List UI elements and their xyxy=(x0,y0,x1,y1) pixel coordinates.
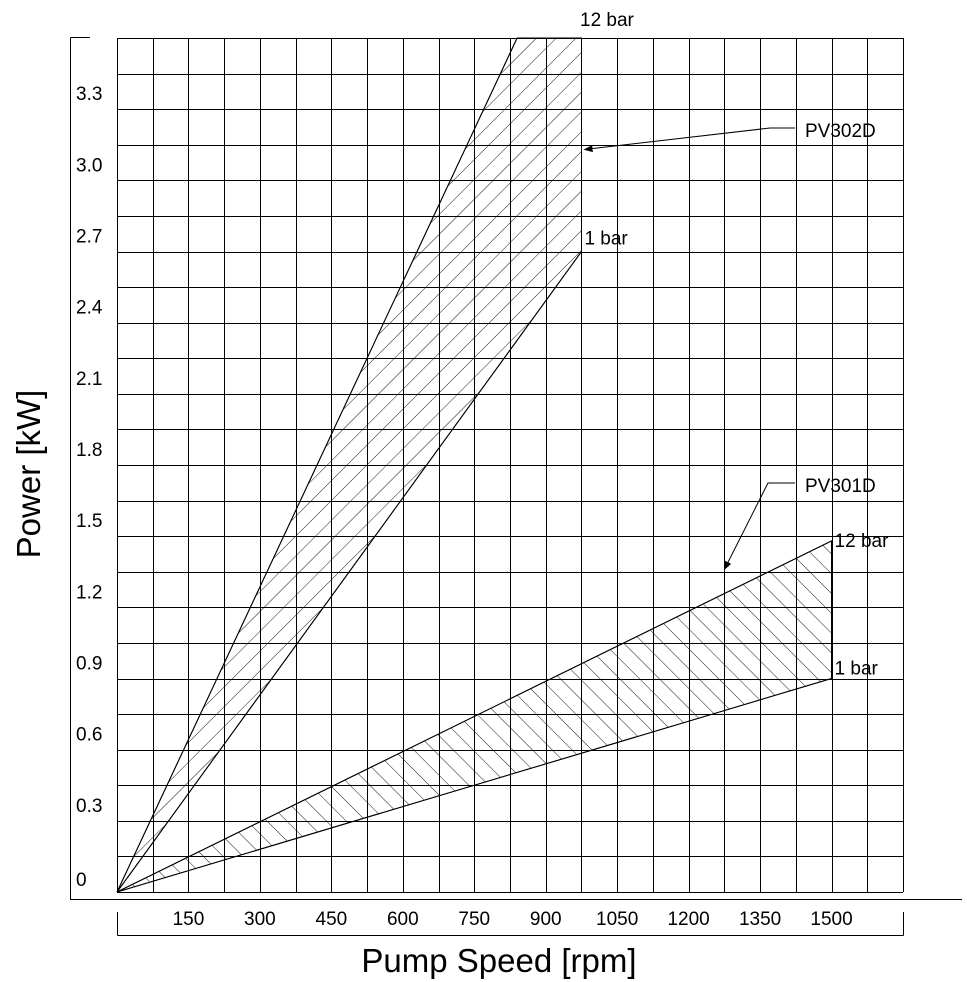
x-tick-label: 1050 xyxy=(596,909,638,930)
label-pv302d-12bar: 12 bar xyxy=(580,10,635,31)
label-pv301d-12bar: 12 bar xyxy=(835,531,890,552)
y-tick-labels: 0 0.3 0.6 0.9 1.2 1.5 1.8 2.1 2.4 2.7 3.0 3.3 xyxy=(76,84,103,891)
curve-pv302d-upper xyxy=(116,37,582,893)
y-tick-label: 0.3 xyxy=(76,796,102,817)
y-tick-label: 2.4 xyxy=(76,298,103,319)
curve-pv301d-lower xyxy=(116,678,832,893)
label-pv302d-1bar: 1 bar xyxy=(584,229,628,250)
y-axis-title: Power [kW] xyxy=(10,390,47,559)
x-axis-title: Pump Speed [rpm] xyxy=(361,942,636,979)
y-tick-label: 3.0 xyxy=(76,155,102,176)
x-tick-labels: 150 300 450 600 750 900 1050 1200 1350 1500 xyxy=(173,909,853,930)
bands xyxy=(116,37,832,893)
label-pv301d: PV301D xyxy=(805,476,876,497)
y-tick-label: 3.3 xyxy=(76,84,102,105)
y-tick-label: 2.7 xyxy=(76,227,102,248)
y-tick-label: 2.1 xyxy=(76,369,102,390)
x-tick-label: 1350 xyxy=(739,909,781,930)
x-tick-label: 300 xyxy=(244,909,276,930)
y-tick-label: 0 xyxy=(76,870,87,891)
y-tick-label: 1.2 xyxy=(76,582,102,603)
x-tick-label: 150 xyxy=(173,909,205,930)
y-tick-label: 1.5 xyxy=(76,511,102,532)
curve-pv301d-upper xyxy=(116,540,832,893)
y-tick-label: 0.6 xyxy=(76,725,102,746)
curve-pv302d-lower xyxy=(116,251,582,893)
label-pv301d-1bar: 1 bar xyxy=(835,659,879,680)
x-tick-label: 1500 xyxy=(810,909,852,930)
x-tick-label: 900 xyxy=(530,909,562,930)
callout-pv301d-arrow xyxy=(723,482,795,571)
x-tick-label: 1200 xyxy=(667,909,709,930)
callout-pv302d-arrow xyxy=(583,127,795,153)
annotations: 12 bar 1 bar 12 bar 1 bar PV302D PV301D xyxy=(580,10,889,680)
label-pv302d: PV302D xyxy=(805,121,876,142)
y-tick-label: 0.9 xyxy=(76,654,102,675)
x-tick-label: 600 xyxy=(387,909,419,930)
x-tick-label: 450 xyxy=(316,909,348,930)
axis-frame xyxy=(70,37,962,936)
y-tick-label: 1.8 xyxy=(76,440,102,461)
x-tick-label: 750 xyxy=(458,909,490,930)
